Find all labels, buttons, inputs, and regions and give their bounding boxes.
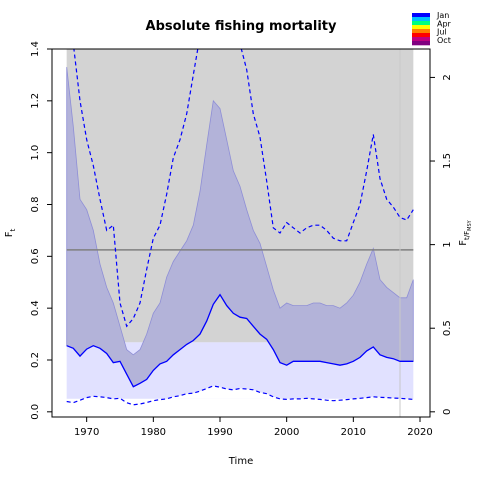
legend-color-swatch <box>412 37 430 42</box>
legend-label: Jan <box>436 11 449 20</box>
y-axis-right-label-main: F <box>458 240 469 246</box>
y-tick-label: 0.8 <box>30 197 41 213</box>
y-tick-label: 0.4 <box>30 300 41 316</box>
y-tick-label: 0.6 <box>30 248 41 264</box>
x-tick-label: 2010 <box>341 427 366 438</box>
y-axis-label-main: F <box>4 231 15 237</box>
series-upper-bound-line <box>73 49 414 328</box>
y-tick-label: 0.0 <box>30 404 41 420</box>
y-axis-label: Ft <box>4 228 17 237</box>
legend-color-swatch <box>412 21 430 26</box>
y-right-tick-label: 2 <box>442 74 453 80</box>
y-axis-label-sub: t <box>9 228 17 231</box>
legend-label: Apr <box>437 19 452 28</box>
legend-color-swatch <box>412 13 430 18</box>
y-right-tick-label: 0.5 <box>442 320 453 336</box>
chart-title: Absolute fishing mortality <box>146 19 337 34</box>
legend-color-swatch <box>412 17 430 22</box>
y-tick-label: 1.0 <box>30 145 41 161</box>
y-tick-label: 0.2 <box>30 352 41 368</box>
x-tick-label: 1980 <box>141 427 166 438</box>
y-right-tick-label: 0 <box>442 409 453 415</box>
series-lower-bound-line <box>66 385 414 406</box>
y-axis: 0.0 0.2 0.4 0.6 0.8 1.0 1.2 1.4 <box>30 41 52 420</box>
y-tick-label: 1.2 <box>30 93 41 109</box>
legend-color-swatch <box>412 29 430 34</box>
y-axis-right-label-sub: t/F <box>463 231 471 240</box>
y-axis-right-label-subsub: MSY <box>467 219 473 230</box>
legend-color-swatch <box>412 41 430 46</box>
y-tick-label: 1.4 <box>30 41 41 57</box>
y-right-tick-label: 1 <box>442 241 453 247</box>
series-estimate-line <box>66 293 414 388</box>
svg-text:Ft/FMSY: Ft/FMSY <box>458 219 473 245</box>
x-axis: 1970 1980 1990 2000 2010 2020 <box>74 417 433 438</box>
legend-color-swatch <box>412 25 430 30</box>
x-tick-label: 2020 <box>407 427 432 438</box>
plot-frame <box>51 48 431 418</box>
x-tick-label: 1970 <box>74 427 99 438</box>
legend-color-swatch <box>412 33 430 38</box>
y-axis-right-label: Ft/FMSY <box>458 219 473 245</box>
legend-label: Oct <box>437 36 451 45</box>
series-layer <box>66 49 414 406</box>
x-tick-label: 2000 <box>274 427 299 438</box>
y-axis-right: 0 0.5 1 1.5 2 <box>430 74 453 415</box>
legend-label: Jul <box>436 28 447 37</box>
svg-text:Ft: Ft <box>4 228 17 237</box>
x-axis-label: Time <box>228 456 253 467</box>
x-tick-label: 1990 <box>207 427 232 438</box>
y-right-tick-label: 1.5 <box>442 153 453 169</box>
plot-area <box>66 49 414 417</box>
